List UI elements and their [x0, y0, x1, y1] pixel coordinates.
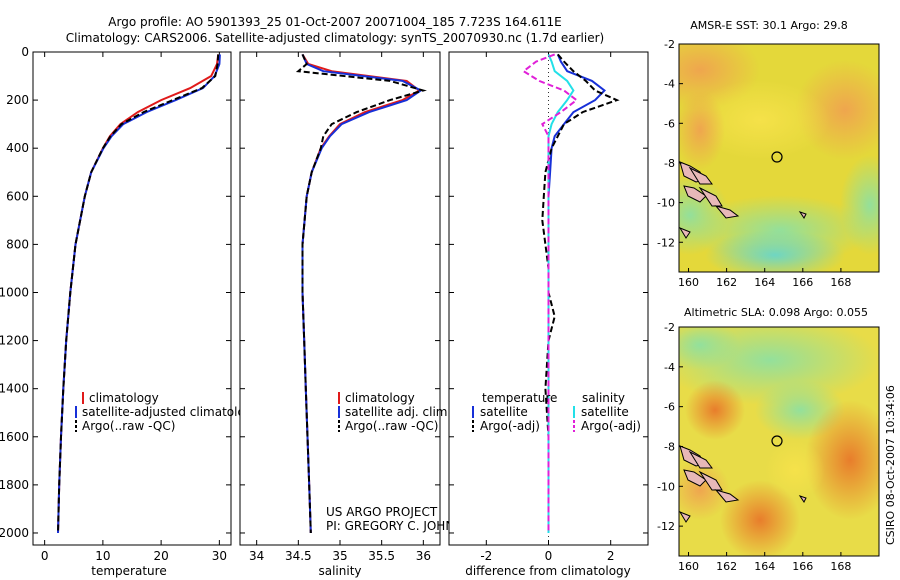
csiro-timestamp: CSIRO 08-Oct-2007 10:34:06: [884, 385, 897, 545]
sst-map-frame: [678, 43, 880, 273]
x-tick-label: 10: [95, 549, 110, 563]
y-tick-label: -10: [657, 197, 675, 210]
legend-title-salinity: salinity: [582, 391, 625, 405]
y-tick-label: 1600: [0, 430, 29, 444]
y-tick-label: 1800: [0, 478, 29, 492]
y-tick-label: -12: [657, 520, 675, 533]
x-tick-label: 160: [678, 276, 699, 289]
legend-label-argo: Argo(..raw -QC): [345, 419, 438, 433]
temperature-lines: [57, 54, 221, 534]
salinity-ticks: 34 34.5 35 35.5 36: [240, 51, 440, 563]
footer-project: US ARGO PROJECT: [326, 505, 438, 519]
salinity-legend: climatology satellite adj. clim. Argo(..…: [338, 391, 451, 433]
y-tick-label: 2000: [0, 526, 29, 540]
difference-ticks: -2 0 2: [449, 51, 648, 563]
sla-map-frame: [678, 326, 880, 557]
difference-lines: [521, 53, 620, 533]
x-tick-label: 30: [212, 549, 227, 563]
sst-map-panel: AMSR-E SST: 30.1 Argo: 29.8 160 162: [657, 19, 880, 289]
figure-title-line2: Climatology: CARS2006. Satellite-adjuste…: [66, 31, 604, 45]
x-tick-label: 162: [716, 560, 737, 573]
salinity-lines: [295, 53, 427, 534]
temperature-panel: 0 10 20 30 0 200 400 600 800 1000 1200 1400 1600 1800…: [0, 45, 260, 578]
y-tick-label: -10: [657, 480, 675, 493]
y-tick-label: -2: [664, 321, 675, 334]
sla-map-field: [679, 327, 879, 556]
x-tick-label: 166: [792, 560, 813, 573]
y-tick-label: 0: [21, 45, 29, 59]
islands-solomon: [679, 161, 807, 239]
argo-location-marker: [771, 151, 783, 163]
sst-map-ticks: 160 162 164 166 168 -2 -4 -6 -8 -10 -12: [657, 38, 851, 289]
difference-panel: -2 0 2 difference from climatology tempera…: [448, 51, 649, 578]
legend-label-sal-argo: Argo(-adj): [581, 419, 641, 433]
x-tick-label: 164: [754, 560, 775, 573]
y-tick-label: 600: [6, 189, 29, 203]
y-tick-label: 800: [6, 237, 29, 251]
x-tick-label: 34: [249, 549, 264, 563]
y-tick-label: -6: [664, 117, 675, 130]
y-tick-label: -4: [664, 78, 675, 91]
sla-map-panel: Altimetric SLA: 0.098 Argo: 0.055: [657, 306, 880, 573]
y-tick-label: 400: [6, 141, 29, 155]
legend-label-satellite-adj: satellite adj. clim.: [345, 405, 451, 419]
temperature-xlabel: temperature: [91, 564, 166, 578]
x-tick-label: 20: [153, 549, 168, 563]
legend-label-climatology: climatology: [89, 391, 159, 405]
y-tick-label: -8: [664, 440, 675, 453]
x-tick-label: 162: [716, 276, 737, 289]
salinity-axes-frame: [239, 51, 441, 546]
sst-map-field: [679, 44, 879, 272]
y-tick-label: -8: [664, 157, 675, 170]
y-tick-label: 1400: [0, 382, 29, 396]
x-tick-label: 35.5: [368, 549, 395, 563]
temperature-ticks: 0 10 20 30 0 200 400 600 800 1000 1200 1400 1600 1800…: [0, 45, 231, 563]
x-tick-label: 0: [41, 549, 49, 563]
temperature-legend: climatology satellite-adjusted climatolo…: [75, 391, 260, 433]
y-tick-label: 1200: [0, 334, 29, 348]
y-tick-label: -6: [664, 401, 675, 414]
legend-label-climatology: climatology: [345, 391, 415, 405]
series-line-argo-raw-qc-: [295, 53, 427, 534]
series-line-argo-raw-qc-: [57, 54, 220, 534]
y-tick-label: 200: [6, 93, 29, 107]
difference-legend: temperature salinity satellite Argo(-adj…: [472, 391, 641, 433]
y-tick-label: -4: [664, 361, 675, 374]
x-tick-label: 168: [830, 560, 851, 573]
sla-map-title: Altimetric SLA: 0.098 Argo: 0.055: [684, 306, 868, 319]
sst-map-title: AMSR-E SST: 30.1 Argo: 29.8: [690, 19, 848, 32]
x-tick-label: 0: [545, 549, 553, 563]
figure-title-line1: Argo profile: AO 5901393_25 01-Oct-2007 …: [108, 15, 561, 29]
salinity-xlabel: salinity: [318, 564, 361, 578]
series-line-temperature-argo-adj-: [541, 53, 620, 533]
x-tick-label: -2: [480, 549, 492, 563]
x-tick-label: 166: [792, 276, 813, 289]
x-tick-label: 2: [607, 549, 615, 563]
legend-label-temp-argo: Argo(-adj): [480, 419, 540, 433]
difference-xlabel: difference from climatology: [465, 564, 631, 578]
y-tick-label: -2: [664, 38, 675, 51]
sla-map-ticks: 160 162 164 166 168 -2 -4 -6 -8 -10 -12: [657, 321, 851, 573]
legend-label-argo: Argo(..raw -QC): [82, 419, 175, 433]
x-tick-label: 36: [416, 549, 431, 563]
legend-label-sal-satellite: satellite: [581, 405, 629, 419]
legend-label-temp-satellite: satellite: [480, 405, 528, 419]
temperature-axes-frame: [32, 51, 232, 546]
x-tick-label: 168: [830, 276, 851, 289]
x-tick-label: 160: [678, 560, 699, 573]
salinity-panel: 34 34.5 35 35.5 36 salinity climatology sate…: [239, 51, 480, 578]
argo-location-marker: [771, 435, 783, 447]
x-tick-label: 164: [754, 276, 775, 289]
series-line-salinity-argo-adj-: [521, 53, 579, 533]
x-tick-label: 34.5: [285, 549, 312, 563]
islands-solomon: [679, 445, 807, 523]
x-tick-label: 35: [332, 549, 347, 563]
y-tick-label: -12: [657, 236, 675, 249]
y-tick-label: 1000: [0, 285, 29, 299]
legend-title-temperature: temperature: [482, 391, 557, 405]
legend-label-satellite-adjusted: satellite-adjusted climatology: [82, 405, 260, 419]
footer-pi: PI: GREGORY C. JOHNSON: [326, 519, 480, 533]
